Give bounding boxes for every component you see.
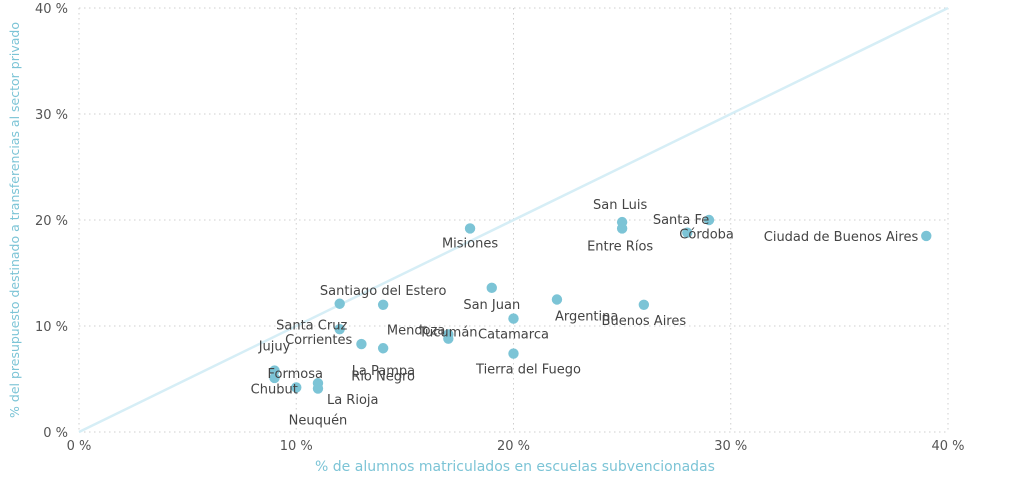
x-axis-title: % de alumnos matriculados en escuelas su… [315, 459, 715, 475]
point-jujuy [269, 365, 280, 376]
point-santa-cruz [334, 298, 345, 309]
point-ciudad-de-buenos-aires [921, 230, 932, 242]
point-santa-fe [703, 214, 715, 226]
reference-line-group [78, 6, 949, 434]
y-tick-label: 20 % [35, 214, 68, 229]
label-san-juan: San Juan [463, 298, 520, 313]
label-mendoza: Mendoza [387, 324, 445, 339]
label-argentina: Argentina [555, 310, 618, 325]
label-neuquen: Neuquén [289, 414, 348, 429]
point-rio-negro [377, 343, 389, 354]
data-points [269, 214, 932, 394]
point-catamarca [508, 313, 519, 324]
label-santa-cruz: Santa Cruz [276, 319, 347, 334]
label-santiago-del-estero: Santiago del Estero [320, 284, 447, 299]
point-neuquen [312, 383, 324, 394]
x-tick-label: 30 % [714, 439, 747, 454]
label-tucuman: Tucumán [418, 325, 477, 340]
label-formosa: Formosa [268, 367, 323, 382]
point-chubut [291, 382, 302, 393]
point-entre-rios [616, 223, 628, 234]
point-la-pampa [356, 338, 367, 350]
x-tick-label: 40 % [931, 439, 964, 454]
label-san-luis: San Luis [593, 198, 647, 213]
point-formosa [269, 372, 280, 384]
label-catamarca: Catamarca [478, 328, 549, 343]
point-misiones [464, 223, 476, 234]
y-tick-label: 0 % [43, 426, 68, 441]
point-cordoba [682, 227, 693, 238]
label-la-rioja: La Rioja [327, 393, 379, 408]
label-tierra-del-fuego: Tierra del Fuego [475, 363, 581, 378]
point-buenos-aires [638, 299, 650, 310]
label-santa-fe: Santa Fe [653, 213, 709, 228]
y-tick-label: 30 % [35, 108, 68, 123]
x-tick-labels: 0 % 10 % 20 % 30 % 40 % [67, 439, 965, 454]
label-cordoba: Córdoba [679, 228, 734, 243]
label-ciudad-de-buenos-aires: Ciudad de Buenos Aires [764, 230, 919, 245]
x-tick-label: 20 % [497, 439, 530, 454]
label-buenos-aires: Buenos Aires [602, 314, 687, 329]
gridlines [78, 7, 949, 433]
point-santiago-del-estero [377, 299, 389, 310]
label-jujuy: Jujuy [258, 340, 291, 355]
label-corrientes: Corrientes [285, 333, 352, 348]
point-tierra-del-fuego [508, 348, 519, 359]
label-chubut: Chubut [251, 382, 298, 397]
x-tick-label: 10 % [280, 439, 313, 454]
label-misiones: Misiones [442, 236, 498, 251]
y-axis-title: % del presupuesto destinado a transferen… [7, 22, 22, 418]
point-san-juan [486, 282, 497, 294]
point-corrientes [334, 323, 345, 335]
label-entre-rios: Entre Ríos [587, 239, 653, 254]
point-argentina [551, 294, 563, 305]
x-tick-label: 0 % [67, 439, 92, 454]
y-tick-label: 40 % [35, 2, 68, 17]
label-la-pampa: La Pampa [352, 364, 415, 379]
y-tick-label: 10 % [35, 320, 68, 335]
reference-line-y-equals-x [78, 6, 949, 434]
point-mendoza [443, 333, 454, 344]
y-tick-labels: 0 % 10 % 20 % 30 % 40 % [35, 2, 68, 441]
label-rio-negro: Río Negro [351, 369, 415, 384]
